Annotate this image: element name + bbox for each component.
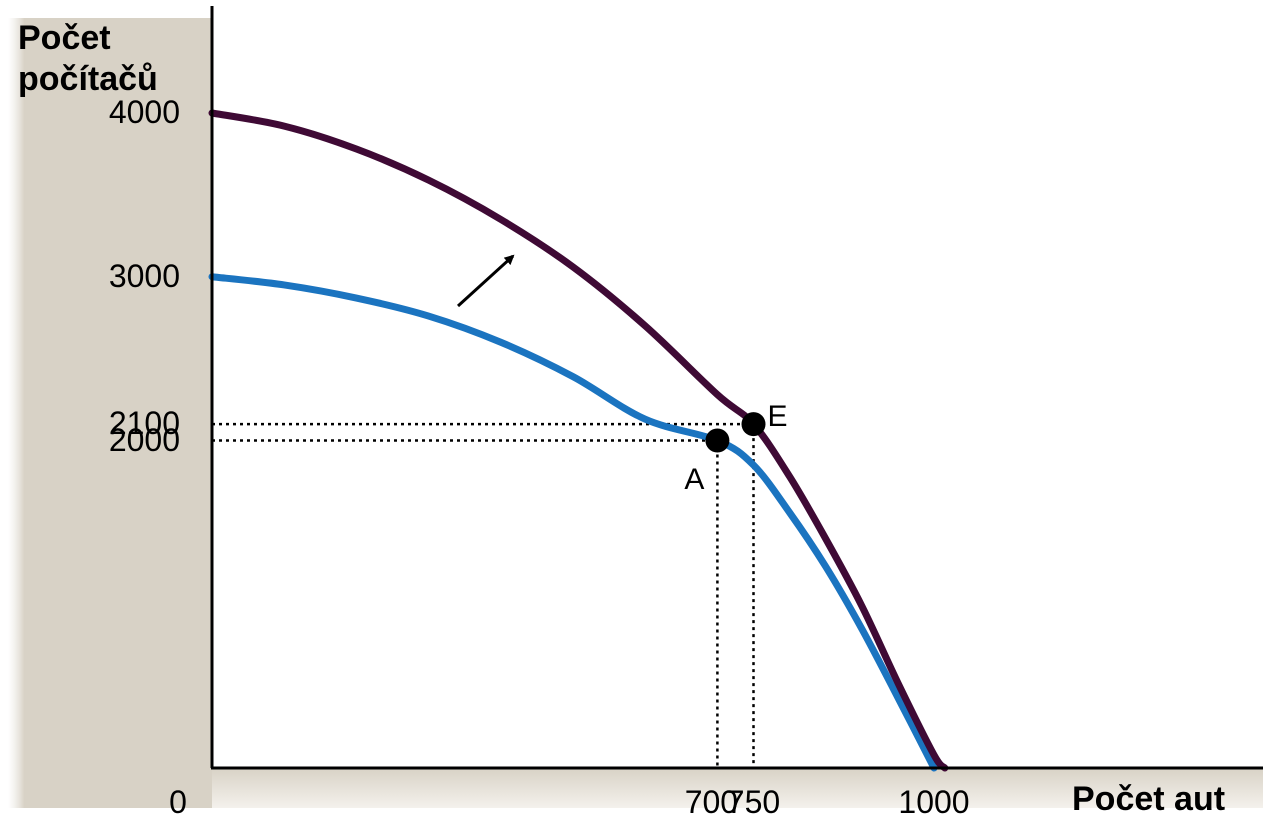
ppf-curve-original	[208, 273, 938, 772]
x-axis-title: Počet aut	[1072, 780, 1226, 818]
y-axis-band	[8, 18, 212, 808]
y-tick-label-2100: 2100	[108, 405, 180, 442]
x-tick-label-1000: 1000	[898, 784, 970, 820]
y-tick-label-4000: 4000	[108, 94, 180, 130]
ppf-curve-new	[208, 109, 949, 772]
x-tick-label-750: 750	[726, 784, 781, 820]
point-label-e: E	[767, 400, 788, 434]
y-tick-label-2000: 2000	[108, 421, 180, 458]
point-e	[741, 412, 766, 437]
y-axis-title: Počet počítačů	[18, 19, 158, 98]
shift-arrow	[456, 254, 515, 308]
origin-label: 0	[169, 784, 187, 820]
y-tick-label-3000: 3000	[108, 257, 180, 294]
x-tick-label-700: 700	[684, 784, 739, 820]
point-a	[705, 428, 730, 453]
point-label-a: A	[684, 462, 705, 496]
x-axis-band	[212, 768, 1263, 808]
